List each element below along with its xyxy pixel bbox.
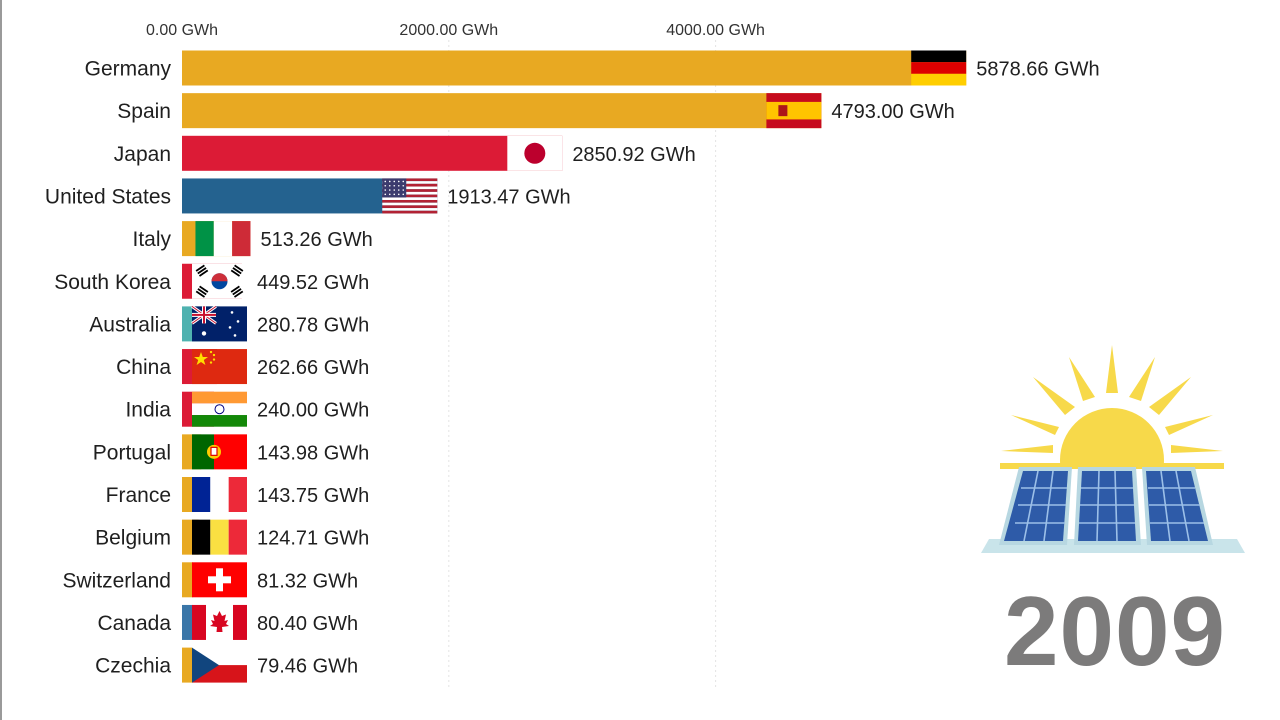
australia-flag-icon bbox=[191, 305, 247, 342]
bar-germany bbox=[182, 50, 967, 86]
france-flag-icon bbox=[192, 477, 247, 512]
category-label: Germany bbox=[85, 58, 172, 81]
value-label: 513.26 GWh bbox=[260, 229, 372, 251]
category-label: Portugal bbox=[93, 441, 171, 464]
value-label: 79.46 GWh bbox=[257, 656, 358, 678]
left-frame-line bbox=[0, 0, 2, 720]
value-label: 143.75 GWh bbox=[257, 485, 369, 507]
category-label: South Korea bbox=[54, 271, 171, 294]
belgium-flag-icon bbox=[192, 519, 247, 555]
value-label: 80.40 GWh bbox=[257, 613, 358, 635]
value-label: 81.32 GWh bbox=[257, 570, 358, 592]
year-label: 2009 bbox=[1003, 576, 1226, 686]
x-tick-label: 2000.00 GWh bbox=[399, 22, 498, 39]
category-label: Australia bbox=[89, 313, 171, 336]
united-states-flag-icon bbox=[382, 178, 438, 214]
category-label: United States bbox=[45, 185, 171, 208]
category-label: Canada bbox=[97, 612, 171, 635]
czechia-flag-icon bbox=[192, 647, 247, 683]
value-label: 4793.00 GWh bbox=[831, 101, 954, 123]
value-label: 280.78 GWh bbox=[257, 314, 369, 336]
italy-flag-icon bbox=[195, 221, 251, 257]
india-flag-icon bbox=[192, 391, 247, 427]
value-label: 240.00 GWh bbox=[257, 400, 369, 422]
x-tick-label: 0.00 GWh bbox=[146, 22, 218, 39]
value-label: 449.52 GWh bbox=[257, 272, 369, 294]
category-label: Italy bbox=[132, 228, 171, 251]
category-label: Czechia bbox=[95, 655, 171, 678]
x-tick-label: 4000.00 GWh bbox=[666, 22, 765, 39]
value-label: 1913.47 GWh bbox=[447, 186, 570, 208]
value-label: 5878.66 GWh bbox=[976, 59, 1099, 81]
solar-panel-sun-icon bbox=[981, 345, 1245, 553]
china-flag-icon bbox=[192, 349, 247, 385]
category-label: Spain bbox=[117, 100, 171, 123]
value-label: 143.98 GWh bbox=[257, 442, 369, 464]
portugal-flag-icon bbox=[192, 434, 247, 470]
category-label: Belgium bbox=[95, 527, 171, 550]
category-label: Japan bbox=[114, 143, 171, 166]
japan-flag-icon bbox=[507, 135, 563, 171]
canada-flag-icon bbox=[192, 604, 247, 640]
category-label: Switzerland bbox=[62, 569, 171, 592]
category-label: China bbox=[116, 356, 171, 379]
bar-switzerland bbox=[182, 562, 193, 598]
value-label: 262.66 GWh bbox=[257, 357, 369, 379]
value-label: 124.71 GWh bbox=[257, 528, 369, 550]
bar-spain bbox=[182, 93, 822, 129]
south-korea-flag-icon bbox=[192, 263, 247, 299]
switzerland-flag-icon bbox=[192, 562, 247, 598]
category-label: India bbox=[125, 399, 171, 422]
value-label: 2850.92 GWh bbox=[572, 144, 695, 166]
bar-canada bbox=[182, 604, 193, 640]
germany-flag-icon bbox=[911, 50, 967, 86]
category-label: France bbox=[106, 484, 171, 507]
bar-czechia bbox=[182, 647, 193, 683]
bar-japan bbox=[182, 135, 563, 171]
spain-flag-icon bbox=[766, 93, 822, 129]
